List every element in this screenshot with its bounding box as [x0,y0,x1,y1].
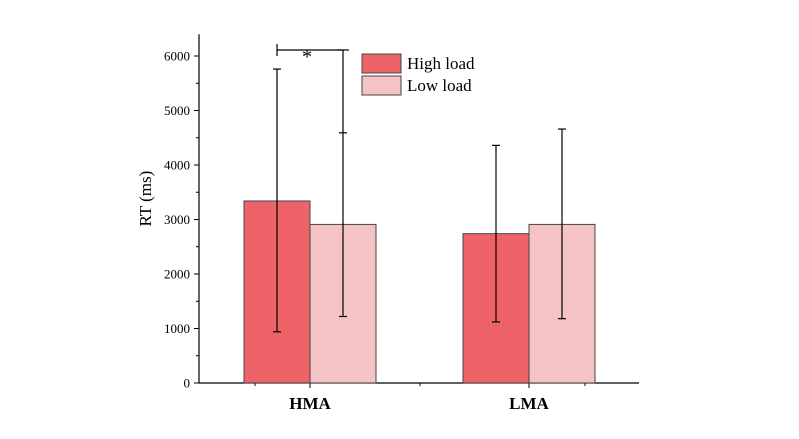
legend-swatch-low-load [361,75,402,96]
bars [243,200,596,384]
significance-bracket: * [276,44,349,133]
y-tick-label: 5000 [164,103,190,118]
y-tick-label: 3000 [164,212,190,227]
x-category-label: LMA [509,394,549,413]
y-tick-label: 6000 [164,49,190,64]
y-tick-label: 2000 [164,267,190,282]
y-tick-label: 1000 [164,321,190,336]
legend-swatch-high-load [361,53,402,74]
axes: 0 1000 2000 3000 4000 5000 6000 RT (ms) HMA LMA [136,34,639,413]
legend-label-high-load: High load [407,54,475,73]
y-axis-title: RT (ms) [136,171,155,227]
significance-asterisk: * [302,46,312,68]
x-category-label: HMA [289,394,331,413]
y-tick-label: 4000 [164,158,190,173]
legend: High load Low load [361,53,475,96]
y-tick-label: 0 [184,376,191,391]
legend-label-low-load: Low load [407,76,472,95]
